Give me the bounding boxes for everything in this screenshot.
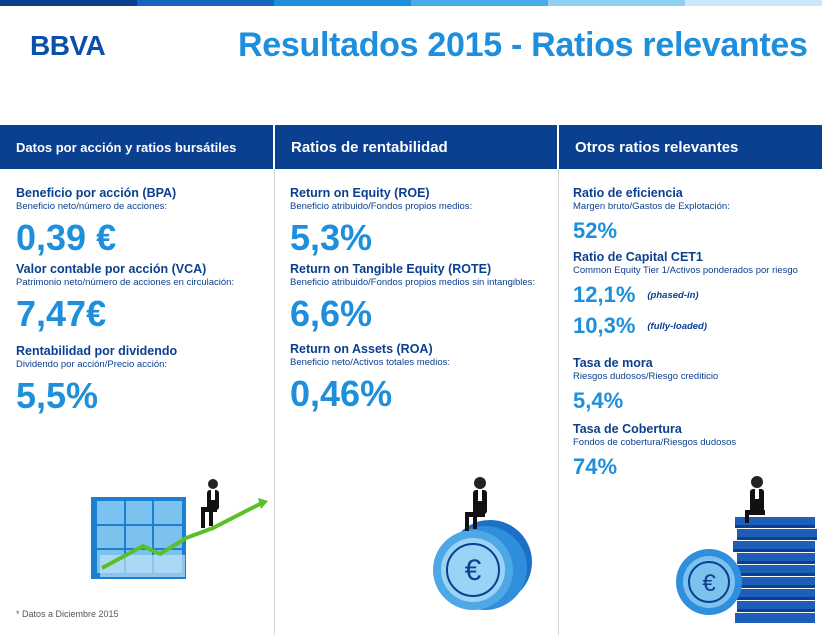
ratio-value: 7,47€ bbox=[16, 293, 107, 334]
ratio-cet1: Ratio de Capital CET1 Common Equity Tier… bbox=[573, 250, 798, 342]
growth-chart-illustration bbox=[91, 479, 268, 579]
ratio-rote: Return on Tangible Equity (ROTE) Benefic… bbox=[290, 262, 535, 336]
ratio-value: 0,39 € bbox=[16, 217, 117, 258]
column-header-profitability: Ratios de rentabilidad bbox=[275, 125, 557, 169]
coin-stack-illustration: € bbox=[676, 476, 817, 623]
ratio-formula: Beneficio atribuido/Fondos propios medio… bbox=[290, 277, 536, 288]
ratio-label: Ratio de eficiencia bbox=[573, 186, 683, 200]
ratio-label: Valor contable por acción (VCA) bbox=[16, 262, 207, 276]
bbva-logo: BBVA bbox=[30, 30, 106, 61]
euro-coin-illustration: € bbox=[433, 477, 532, 610]
ratio-vca: Valor contable por acción (VCA) Patrimon… bbox=[16, 262, 234, 336]
ratio-value-row: 12,1% (phased-in) bbox=[573, 280, 798, 311]
ratio-value: 5,3% bbox=[290, 217, 373, 258]
column-header-per-share: Datos por acción y ratios bursátiles bbox=[0, 125, 273, 169]
column-per-share: Beneficio por acción (BPA) Beneficio net… bbox=[16, 186, 234, 418]
ratio-formula: Margen bruto/Gastos de Explotación: bbox=[573, 201, 730, 212]
ratio-note-fully-loaded: (fully-loaded) bbox=[647, 321, 708, 333]
seated-man-icon bbox=[465, 477, 487, 531]
ratio-roe: Return on Equity (ROE) Beneficio atribui… bbox=[290, 186, 535, 260]
top-bar-segment-4 bbox=[411, 0, 548, 6]
top-bar-segment-5 bbox=[548, 0, 685, 6]
ratio-label: Rentabilidad por dividendo bbox=[16, 344, 178, 358]
ratio-label: Return on Tangible Equity (ROTE) bbox=[290, 262, 492, 276]
ratio-npl: Tasa de mora Riesgos dudosos/Riesgo cred… bbox=[573, 356, 798, 416]
ratio-dividend-yield: Rentabilidad por dividendo Dividendo por… bbox=[16, 344, 234, 418]
ratio-formula: Riesgos dudosos/Riesgo crediticio bbox=[573, 371, 719, 383]
ratio-value: 6,6% bbox=[290, 293, 373, 334]
ratio-label: Tasa de Cobertura bbox=[573, 422, 682, 437]
ratio-formula: Dividendo por acción/Precio acción: bbox=[16, 359, 168, 370]
top-color-bar bbox=[0, 0, 822, 6]
ratio-label: Return on Assets (ROA) bbox=[290, 342, 433, 356]
ratio-value: 52% bbox=[573, 218, 618, 243]
ratio-value-row: 10,3% (fully-loaded) bbox=[573, 311, 798, 342]
top-bar-segment-3 bbox=[274, 0, 411, 6]
ratio-value: 0,46% bbox=[290, 373, 393, 414]
ratio-label: Tasa de mora bbox=[573, 356, 653, 371]
top-bar-segment-1 bbox=[0, 0, 137, 6]
seated-man-icon bbox=[201, 479, 219, 528]
ratio-formula: Beneficio neto/número de acciones: bbox=[16, 201, 168, 212]
column-header-other-ratios: Otros ratios relevantes bbox=[559, 125, 822, 169]
ratio-value-phased-in: 12,1% bbox=[573, 282, 636, 307]
ratio-label: Beneficio por acción (BPA) bbox=[16, 186, 177, 200]
ratio-note-phased-in: (phased-in) bbox=[647, 290, 699, 302]
euro-icon: € bbox=[465, 554, 482, 587]
ratio-formula: Common Equity Tier 1/Activos ponderados … bbox=[573, 265, 798, 276]
ratio-label: Return on Equity (ROE) bbox=[290, 186, 430, 200]
top-bar-segment-6 bbox=[685, 0, 822, 6]
ratio-label: Ratio de Capital CET1 bbox=[573, 250, 703, 264]
column-profitability: Return on Equity (ROE) Beneficio atribui… bbox=[290, 186, 535, 416]
ratio-value: 5,4% bbox=[573, 388, 624, 414]
page-title: Resultados 2015 - Ratios relevantes bbox=[238, 26, 808, 64]
ratio-roa: Return on Assets (ROA) Beneficio neto/Ac… bbox=[290, 342, 535, 416]
column-other-ratios: Ratio de eficiencia Margen bruto/Gastos … bbox=[573, 186, 798, 482]
ratio-formula: Beneficio neto/Activos totales medios: bbox=[290, 357, 451, 368]
euro-icon: € bbox=[702, 570, 716, 597]
ratio-formula: Fondos de cobertura/Riesgos dudosos bbox=[573, 437, 737, 449]
ratio-coverage: Tasa de Cobertura Fondos de cobertura/Ri… bbox=[573, 422, 798, 482]
top-bar-segment-2 bbox=[137, 0, 274, 6]
ratio-formula: Beneficio atribuido/Fondos propios medio… bbox=[290, 201, 473, 212]
column-divider-1 bbox=[274, 169, 275, 635]
footnote: * Datos a Diciembre 2015 bbox=[16, 609, 119, 619]
ratio-value: 74% bbox=[573, 454, 618, 480]
column-divider-2 bbox=[558, 169, 559, 635]
ratio-bpa: Beneficio por acción (BPA) Beneficio net… bbox=[16, 186, 234, 260]
ratio-efficiency: Ratio de eficiencia Margen bruto/Gastos … bbox=[573, 186, 798, 246]
ratio-value-fully-loaded: 10,3% bbox=[573, 313, 636, 339]
seated-man-icon bbox=[745, 476, 765, 523]
ratio-formula: Patrimonio neto/número de acciones en ci… bbox=[16, 277, 235, 288]
ratio-value: 5,5% bbox=[16, 375, 99, 416]
